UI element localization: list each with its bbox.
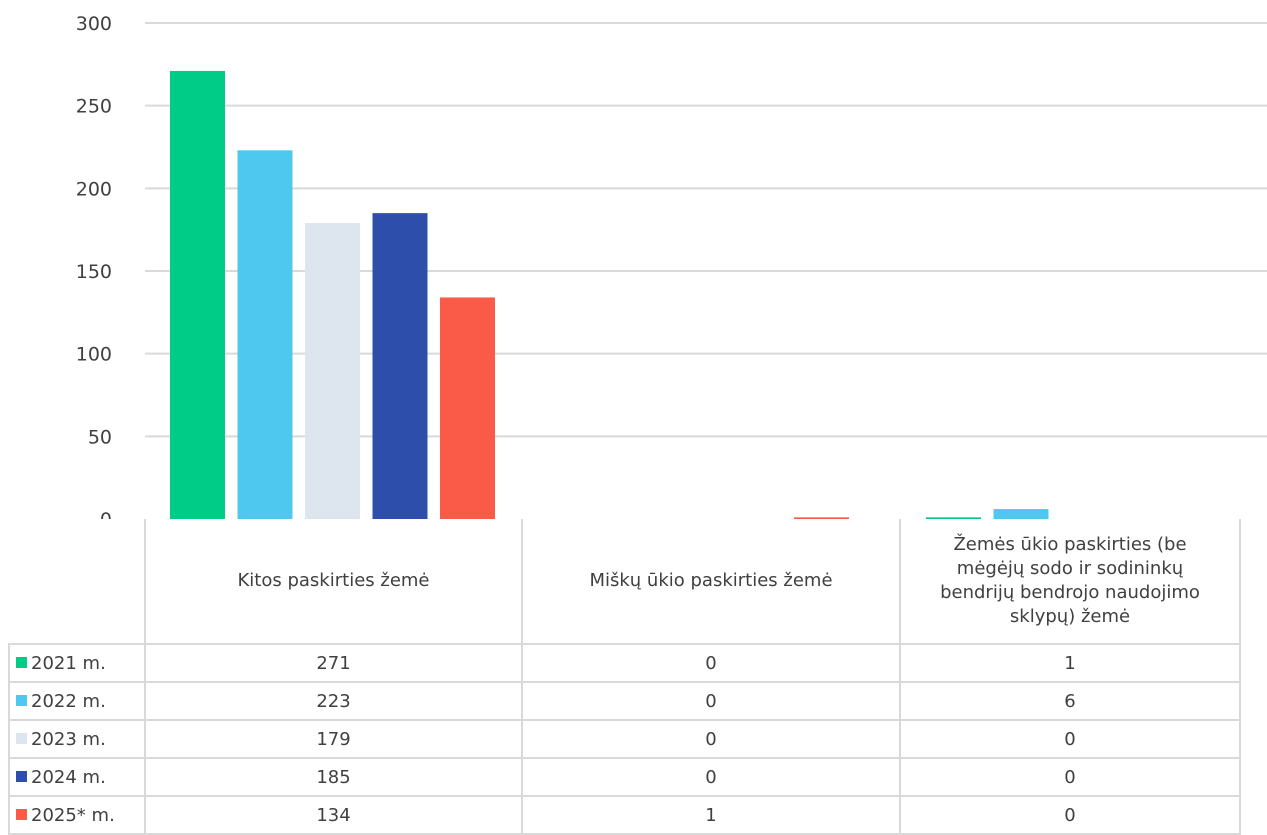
table-cell-value: 0: [899, 795, 1241, 835]
series-name: 2024 m.: [31, 766, 106, 788]
table-row: 2024 m. 185 0 0: [8, 757, 1241, 797]
table-cell-value: 0: [521, 643, 901, 683]
series-name: 2023 m.: [31, 728, 106, 750]
y-tick-label: 150: [76, 261, 112, 283]
y-tick-label: 100: [76, 344, 112, 366]
table-cell-value: 0: [899, 719, 1241, 759]
table-cell-value: 0: [521, 757, 901, 797]
legend-swatch: [16, 733, 27, 744]
bar: [993, 509, 1049, 519]
bar-chart: 0 50 100 150 200 250 300: [76, 13, 1267, 519]
category-label: Miškų ūkio paskirties žemė: [521, 519, 901, 645]
category-header-row: Kitos paskirties žemė Miškų ūkio paskirt…: [9, 519, 1241, 645]
data-table: Kitos paskirties žemė Miškų ūkio paskirt…: [8, 519, 1241, 835]
table-row: 2021 m. 271 0 1: [8, 643, 1241, 683]
table-row: 2025* m. 134 1 0: [8, 795, 1241, 835]
table-cell-value: 271: [144, 643, 523, 683]
bar: [372, 213, 428, 519]
table-cell-value: 179: [144, 719, 523, 759]
series-legend-cell: 2025* m.: [8, 795, 146, 835]
category-label: Žemės ūkio paskirties (be mėgėjų sodo ir…: [899, 519, 1241, 645]
table-cell-value: 1: [899, 643, 1241, 683]
table-cell-value: 223: [144, 681, 523, 721]
series-legend-cell: 2023 m.: [8, 719, 146, 759]
bars: [170, 70, 1049, 519]
table-cell-value: 0: [899, 757, 1241, 797]
bar: [926, 517, 981, 519]
bar: [440, 297, 495, 519]
series-name: 2021 m.: [31, 652, 106, 674]
table-corner: [9, 519, 146, 645]
legend-swatch: [16, 809, 27, 820]
table-cell-value: 0: [521, 719, 901, 759]
category-label: Kitos paskirties žemė: [144, 519, 523, 645]
y-tick-label: 0: [100, 509, 112, 519]
y-tick-label: 250: [76, 96, 112, 118]
bar: [305, 223, 360, 519]
table-cell-value: 1: [521, 795, 901, 835]
legend-swatch: [16, 695, 27, 706]
table-cell-value: 185: [144, 757, 523, 797]
table-row: 2022 m. 223 0 6: [8, 681, 1241, 721]
series-name: 2025* m.: [31, 804, 115, 826]
bar: [170, 70, 225, 519]
table-cell-value: 134: [144, 795, 523, 835]
legend-swatch: [16, 771, 27, 782]
series-legend-cell: 2024 m.: [8, 757, 146, 797]
series-legend-cell: 2022 m.: [8, 681, 146, 721]
legend-swatch: [16, 657, 27, 668]
y-tick-label: 200: [76, 178, 112, 200]
table-cell-value: 0: [521, 681, 901, 721]
bar: [237, 150, 293, 519]
bar: [794, 517, 849, 519]
y-axis: 0 50 100 150 200 250 300: [76, 13, 112, 519]
table-row: 2023 m. 179 0 0: [8, 719, 1241, 759]
series-name: 2022 m.: [31, 690, 106, 712]
series-legend-cell: 2021 m.: [8, 643, 146, 683]
y-tick-label: 50: [88, 426, 112, 448]
y-tick-label: 300: [76, 13, 112, 35]
table-cell-value: 6: [899, 681, 1241, 721]
